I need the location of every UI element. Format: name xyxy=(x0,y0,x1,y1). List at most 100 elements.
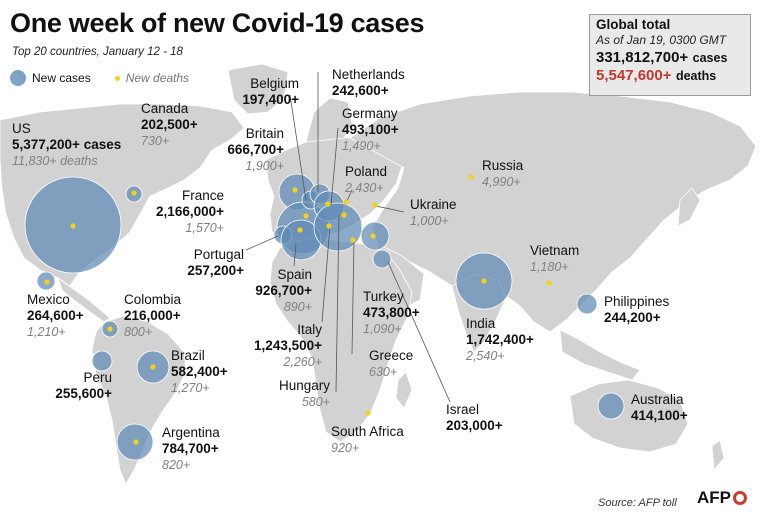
label-israel: Israel 203,000+ xyxy=(446,402,503,434)
dot-canada xyxy=(131,190,137,196)
bubble-peru xyxy=(91,350,113,372)
bubble-italy xyxy=(313,202,363,252)
label-italy: Italy 1,243,500+ 2,260+ xyxy=(244,322,322,370)
country-name: Ukraine xyxy=(410,197,457,212)
label-belgium: Belgium 197,400+ xyxy=(241,76,299,108)
country-name: Spain xyxy=(277,267,312,282)
chart-title: One week of new Covid-19 cases xyxy=(10,8,425,38)
bubble-layer xyxy=(24,173,625,461)
country-deaths: 630+ xyxy=(369,365,398,379)
country-cases: 414,100+ xyxy=(631,408,688,423)
leader-greece xyxy=(351,239,355,355)
label-hungary: Hungary 580+ xyxy=(272,378,330,410)
country-deaths: 1,570+ xyxy=(185,221,224,235)
leader-germany xyxy=(330,127,339,206)
country-cases: 1,243,500+ xyxy=(254,338,322,353)
country-deaths: 890+ xyxy=(283,300,312,314)
label-spain: Spain 926,700+ 890+ xyxy=(250,267,312,315)
source-note: Source: AFP toll xyxy=(598,497,677,509)
global-total-box: Global total As of Jan 19, 0300 GMT 331,… xyxy=(589,14,751,96)
dot-poland xyxy=(343,199,349,205)
country-deaths: 11,830+ deaths xyxy=(12,154,98,168)
dot-france xyxy=(303,213,309,219)
dot-russia xyxy=(468,174,474,180)
country-deaths: 580+ xyxy=(301,395,330,409)
country-name: India xyxy=(466,316,496,331)
afp-logo-ring-icon xyxy=(733,491,747,505)
global-total-cases: 331,812,700+ cases xyxy=(596,49,744,67)
country-cases: 242,600+ xyxy=(332,83,389,98)
bubble-australia xyxy=(597,392,625,420)
country-deaths: 1,090+ xyxy=(363,322,402,336)
legend-dot-icon xyxy=(114,75,120,81)
leader-israel xyxy=(387,261,451,403)
label-netherlands: Netherlands 242,600+ xyxy=(332,67,405,99)
label-philippines: Philippines 244,200+ xyxy=(604,294,669,326)
country-name: Israel xyxy=(446,402,480,417)
land-scandinavia xyxy=(305,97,353,143)
country-deaths: 2,540+ xyxy=(466,349,505,363)
country-name: Vietnam xyxy=(530,243,580,258)
land-madagascar xyxy=(395,371,413,409)
label-poland: Poland 2,430+ xyxy=(345,164,387,196)
country-name: Poland xyxy=(345,164,388,179)
global-total-date: As of Jan 19, 0300 GMT xyxy=(596,33,727,47)
country-name: Canada xyxy=(141,101,189,116)
label-vietnam: Vietnam 1,180+ xyxy=(530,243,579,275)
label-brazil: Brazil 582,400+ 1,270+ xyxy=(171,348,228,396)
country-cases: 5,377,200+ cases xyxy=(12,137,122,152)
land-central-america xyxy=(57,276,111,323)
country-name: Italy xyxy=(297,322,322,337)
country-cases: 666,700+ xyxy=(227,142,284,157)
bubble-philippines xyxy=(576,293,598,315)
label-portugal: Portugal 257,200+ xyxy=(182,247,244,279)
leader-lines xyxy=(245,72,451,403)
country-name: Mexico xyxy=(27,292,70,307)
country-deaths: 1,000+ xyxy=(410,214,449,228)
global-cases-value: 331,812,700+ xyxy=(596,49,689,66)
dot-brazil xyxy=(150,364,156,370)
global-deaths-value: 5,547,600+ xyxy=(596,67,672,84)
land-southeast-asia xyxy=(559,329,641,381)
country-cases: 244,200+ xyxy=(604,310,661,325)
label-britain: Britain 666,700+ 1,900+ xyxy=(222,126,284,174)
global-total-deaths: 5,547,600+ deaths xyxy=(596,67,744,85)
dot-south-africa xyxy=(365,410,371,416)
land-australia xyxy=(569,379,689,453)
land-greenland xyxy=(227,63,289,115)
country-cases: 197,400+ xyxy=(242,92,299,107)
country-cases: 473,800+ xyxy=(363,305,420,320)
afp-logo: AFP xyxy=(697,488,747,508)
global-total-heading: Global total xyxy=(596,17,671,32)
country-deaths: 1,490+ xyxy=(342,139,381,153)
country-name: Belgium xyxy=(250,76,299,91)
country-deaths: 4,990+ xyxy=(482,175,521,189)
dot-vietnam xyxy=(546,280,552,286)
label-france: France 2,166,000+ 1,570+ xyxy=(148,188,224,236)
death-dot-layer xyxy=(44,174,552,445)
dot-italy xyxy=(326,223,332,229)
dot-india xyxy=(481,278,487,284)
chart-subtitle: Top 20 countries, January 12 - 18 xyxy=(12,46,183,58)
afp-logo-text: AFP xyxy=(697,488,731,507)
label-russia: Russia 4,990+ xyxy=(482,158,523,190)
country-cases: 493,100+ xyxy=(342,122,399,137)
country-cases: 255,600+ xyxy=(55,386,112,401)
country-deaths: 1,900+ xyxy=(245,159,284,173)
country-cases: 203,000+ xyxy=(446,418,503,433)
leader-italy xyxy=(321,225,331,323)
dot-turkey xyxy=(370,233,376,239)
country-deaths: 1,210+ xyxy=(27,325,66,339)
legend-bubble-icon xyxy=(10,70,26,86)
country-deaths: 1,270+ xyxy=(171,381,210,395)
country-deaths: 820+ xyxy=(162,458,191,472)
country-name: Philippines xyxy=(604,294,670,309)
label-peru: Peru 255,600+ xyxy=(50,370,112,402)
dot-germany xyxy=(325,201,331,207)
leader-spain xyxy=(293,243,297,267)
country-name: US xyxy=(12,121,31,136)
country-name: Argentina xyxy=(162,425,220,440)
country-name: France xyxy=(181,188,224,203)
land-japan xyxy=(677,187,701,227)
